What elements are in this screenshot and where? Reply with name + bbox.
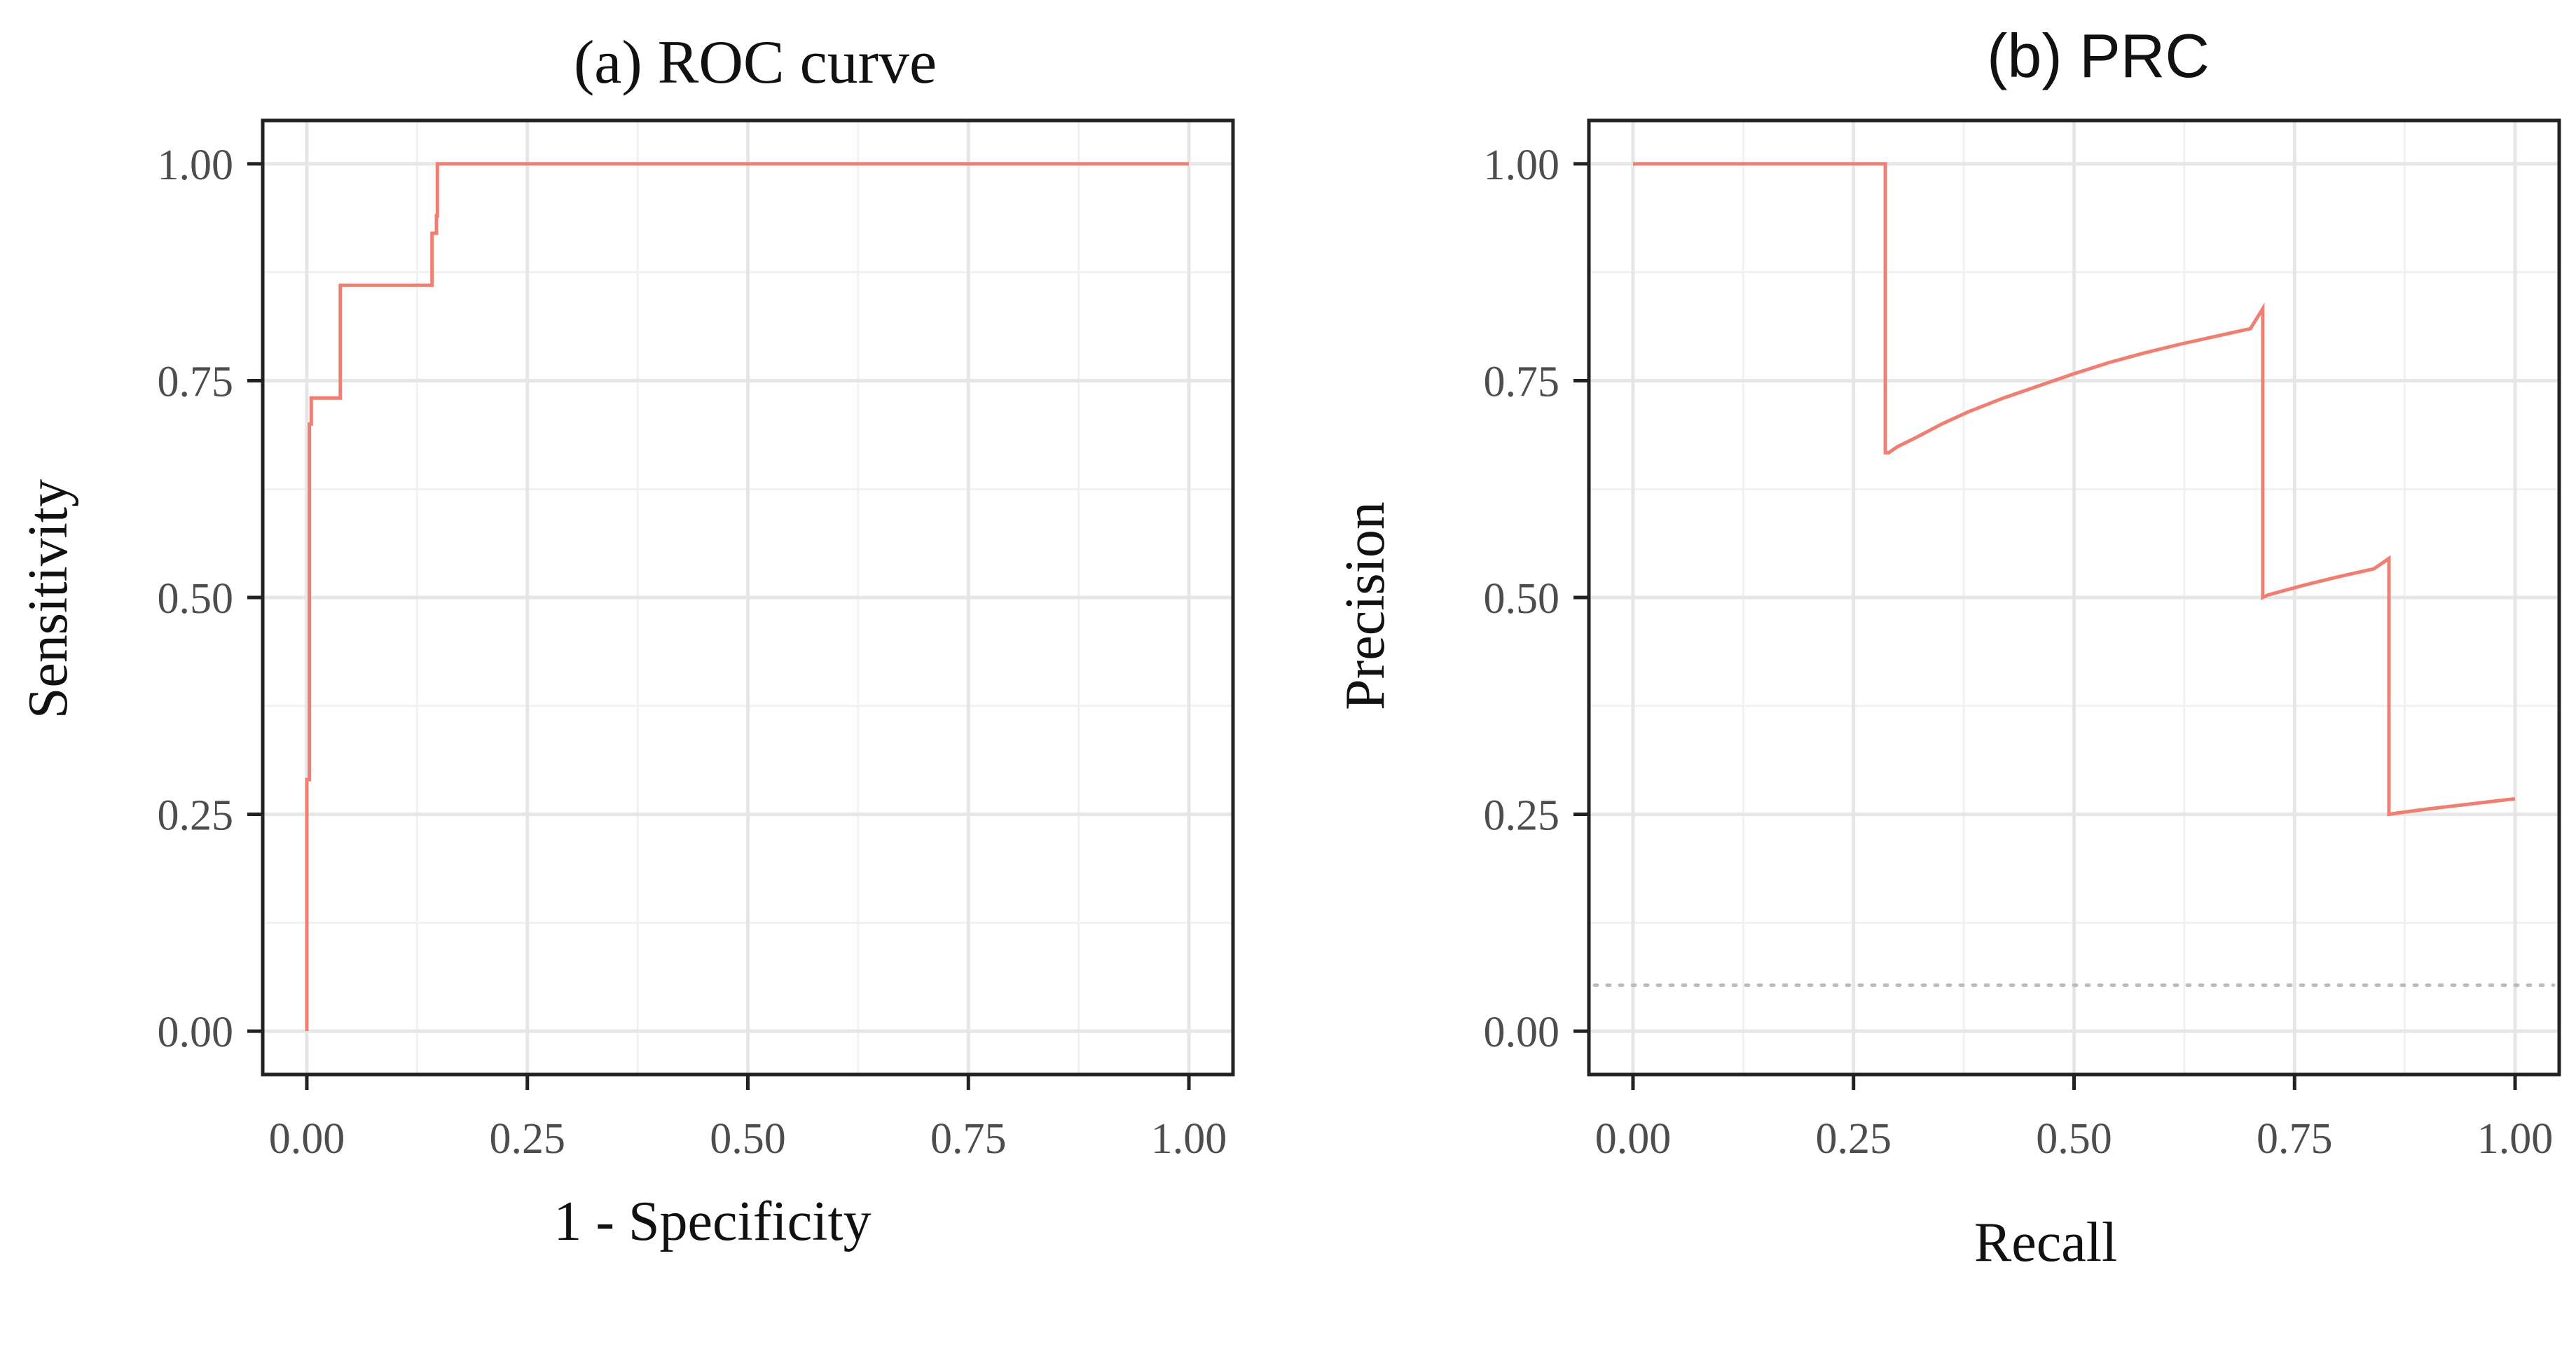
prc-y-tick-label: 0.00 (1484, 1009, 1560, 1056)
prc-y-axis-label: Precision (1335, 502, 1396, 710)
prc-series (1633, 162, 2516, 817)
roc-ticks: 0.00 0.25 0.50 0.75 1.00 0.00 0.25 0.50 0.75 1.00 (158, 141, 1227, 1163)
roc-panel: (a) ROC curve 0.00 0.25 0.50 0.75 1.000.000.… (18, 29, 1235, 1252)
roc-y-tick-label: 0.25 (158, 792, 234, 840)
roc-y-tick-label: 0.50 (158, 575, 234, 623)
prc-panel: (b) PRC 0.00 0.25 0.50 0.75 1.00 0.00 0.25 0.50… (1335, 21, 2561, 1273)
prc-x-tick-label: 0.75 (2257, 1115, 2333, 1163)
roc-x-tick-label: 1.00 (1151, 1115, 1227, 1163)
prc-y-tick-label: 1.00 (1484, 141, 1560, 189)
roc-series (305, 162, 1189, 1032)
roc-x-tick-label: 0.25 (489, 1115, 565, 1163)
prc-ticks: 0.00 0.25 0.50 0.75 1.00 0.00 0.25 0.50 0.75 1.00 (1484, 141, 2554, 1163)
roc-y-tick-label: 1.00 (158, 141, 234, 189)
roc-gridlines (263, 120, 1233, 1075)
prc-y-tick-label: 0.25 (1484, 792, 1560, 840)
prc-x-tick-label: 1.00 (2477, 1115, 2554, 1163)
roc-x-axis-label: 1 - Specificity (553, 1191, 871, 1252)
prc-title: (b) PRC (1987, 21, 2210, 90)
prc-x-tick-label: 0.00 (1595, 1115, 1672, 1163)
prc-x-axis-label: Recall (1974, 1212, 2117, 1273)
roc-x-tick-label: 0.50 (710, 1115, 786, 1163)
roc-title: (a) ROC curve (574, 29, 937, 97)
prc-x-tick-label: 0.50 (2036, 1115, 2112, 1163)
roc-y-tick-label: 0.00 (158, 1009, 234, 1056)
roc-y-axis-label: Sensitivity (18, 479, 79, 719)
prc-y-tick-label: 0.75 (1484, 358, 1560, 406)
prc-series-line (1633, 162, 2516, 817)
roc-y-tick-label: 0.75 (158, 358, 234, 406)
prc-gridlines (1589, 120, 2559, 1075)
roc-x-tick-label: 0.00 (269, 1115, 345, 1163)
prc-y-tick-label: 0.50 (1484, 575, 1560, 623)
roc-x-tick-label: 0.75 (930, 1115, 1007, 1163)
roc-series-line (305, 162, 1189, 1032)
prc-x-tick-label: 0.25 (1815, 1115, 1892, 1163)
